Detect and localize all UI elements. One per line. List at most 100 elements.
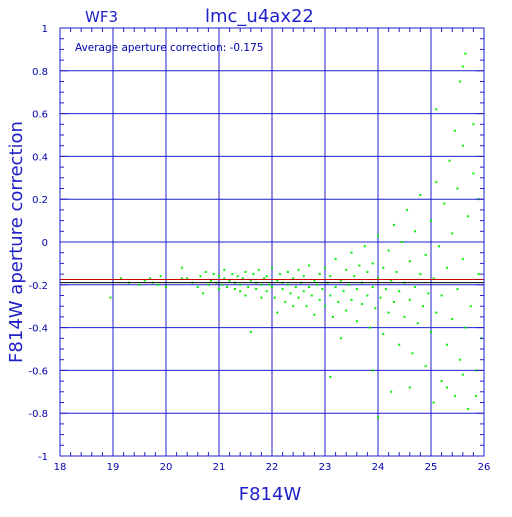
y-axis-label: F814W aperture correction xyxy=(6,121,27,363)
data-point xyxy=(358,264,361,267)
data-point xyxy=(451,318,454,321)
data-point xyxy=(138,283,141,286)
data-point xyxy=(324,266,326,269)
data-point xyxy=(249,330,252,333)
x-tick-label: 21 xyxy=(213,462,226,473)
data-point xyxy=(424,253,427,256)
data-point xyxy=(276,311,279,314)
data-point xyxy=(236,275,239,278)
x-tick-label: 19 xyxy=(107,462,120,473)
data-point xyxy=(408,260,411,263)
data-point xyxy=(353,275,356,278)
data-point xyxy=(371,369,374,372)
data-point xyxy=(302,290,305,293)
data-point xyxy=(255,288,258,291)
data-point xyxy=(408,298,411,301)
data-point xyxy=(469,305,472,308)
y-tick-label: 0.6 xyxy=(32,110,48,121)
chart-title: lmc_u4ax22 xyxy=(205,6,314,27)
data-point xyxy=(430,219,432,222)
data-point xyxy=(342,290,345,293)
data-point xyxy=(207,283,210,286)
data-point xyxy=(406,208,409,211)
data-point xyxy=(355,288,358,291)
data-point xyxy=(390,279,393,282)
data-point xyxy=(313,313,316,316)
x-tick-label: 24 xyxy=(372,462,385,473)
y-tick-label: -0.2 xyxy=(28,281,48,292)
data-point xyxy=(395,270,398,273)
data-points xyxy=(109,52,483,419)
data-point xyxy=(477,273,480,276)
data-point xyxy=(435,181,438,184)
data-point xyxy=(297,268,300,271)
data-point xyxy=(294,285,297,288)
data-point xyxy=(440,294,443,297)
data-point xyxy=(202,292,205,295)
data-point xyxy=(475,395,478,398)
data-point xyxy=(218,275,220,278)
data-point xyxy=(398,343,401,346)
data-point xyxy=(422,305,425,308)
data-point xyxy=(180,266,183,269)
data-point xyxy=(419,193,422,196)
data-point xyxy=(369,326,372,329)
data-point xyxy=(419,273,422,276)
data-point xyxy=(204,270,207,273)
data-point xyxy=(464,52,467,55)
data-point xyxy=(278,273,281,276)
data-point xyxy=(292,305,295,308)
data-point xyxy=(350,298,353,301)
data-point xyxy=(244,294,247,297)
average-correction-annotation: Average aperture correction: -0.175 xyxy=(75,42,263,54)
data-point xyxy=(337,300,340,303)
data-point xyxy=(456,288,459,291)
data-point xyxy=(366,294,369,297)
data-point xyxy=(445,266,448,269)
x-tick-label: 22 xyxy=(266,462,279,473)
y-tick-label: 0.8 xyxy=(32,67,48,78)
data-point xyxy=(318,273,321,276)
data-point xyxy=(305,305,308,308)
x-axis-label: F814W xyxy=(239,484,302,505)
data-point xyxy=(339,279,342,282)
data-point xyxy=(451,232,454,235)
y-tick-label: -0.6 xyxy=(28,366,48,377)
data-point xyxy=(382,266,385,269)
data-point xyxy=(220,283,223,286)
data-point xyxy=(186,277,189,280)
data-point xyxy=(339,337,342,340)
data-point xyxy=(387,311,390,314)
x-tick-label: 18 xyxy=(54,462,67,473)
data-point xyxy=(464,326,467,329)
data-point xyxy=(432,277,435,280)
data-point xyxy=(461,65,464,68)
data-point xyxy=(289,292,292,295)
data-point xyxy=(313,279,316,282)
data-point xyxy=(334,285,337,288)
data-point xyxy=(411,352,414,355)
data-point xyxy=(316,283,319,286)
data-point xyxy=(318,298,321,301)
data-point xyxy=(424,365,427,368)
data-point xyxy=(257,268,260,271)
data-point xyxy=(292,277,295,280)
data-point xyxy=(432,401,435,404)
data-point xyxy=(263,277,266,280)
data-point xyxy=(350,251,353,254)
data-point xyxy=(324,305,326,308)
data-point xyxy=(443,202,446,205)
data-point xyxy=(244,270,247,273)
data-point xyxy=(334,258,337,261)
data-point xyxy=(331,315,334,318)
y-tick-label: 0 xyxy=(42,238,48,249)
data-point xyxy=(260,296,263,299)
data-point xyxy=(467,407,470,410)
data-point xyxy=(461,258,464,261)
data-point xyxy=(281,288,284,291)
data-point xyxy=(371,262,374,265)
data-point xyxy=(252,273,255,276)
data-point xyxy=(271,266,273,269)
grid xyxy=(60,28,484,456)
